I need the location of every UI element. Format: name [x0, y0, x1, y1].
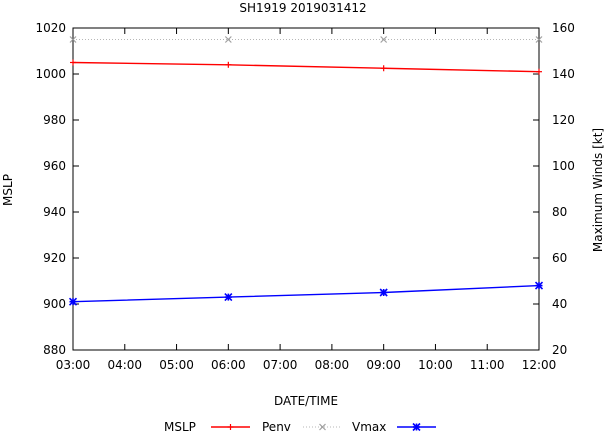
series-line — [72, 61, 540, 73]
chart-title: SH1919 2019031412 — [239, 1, 366, 15]
data-point — [69, 36, 77, 43]
legend-entry: Vmax — [303, 420, 386, 432]
series-layer — [68, 36, 544, 306]
y-tick-label: 960 — [43, 159, 66, 173]
x-tick-label: 06:00 — [211, 358, 246, 372]
x-axis-ticks: 03:00 04:00 05:00 06:00 07:00 08:00 09:00 10:00… — [56, 28, 557, 372]
legend: MSLP Penv Vmax — [164, 420, 436, 432]
data-point — [224, 36, 232, 43]
x-tick-label: 10:00 — [418, 358, 453, 372]
y2-tick-label: 140 — [552, 67, 575, 81]
y2-tick-label: 60 — [552, 251, 567, 265]
data-point — [224, 293, 233, 302]
series-1 — [69, 36, 543, 43]
data-point — [68, 297, 78, 306]
y-tick-label: 940 — [43, 205, 66, 219]
y2-tick-label: 40 — [552, 297, 567, 311]
legend-title: MSLP — [164, 420, 196, 432]
data-point — [534, 281, 544, 290]
data-point — [535, 36, 543, 43]
x-tick-label: 12:00 — [522, 358, 557, 372]
data-point — [227, 424, 234, 430]
plot-area — [72, 27, 540, 351]
y2-tick-label: 160 — [552, 21, 575, 35]
y-tick-label: 1020 — [35, 21, 66, 35]
y2-axis-ticks: 20 40 60 80 100 120 140 160 — [533, 21, 575, 357]
y-axis-label: MSLP — [1, 174, 15, 206]
y-tick-label: 880 — [43, 343, 66, 357]
data-point — [412, 422, 421, 432]
y-tick-label: 1000 — [35, 67, 66, 81]
series-0 — [70, 59, 542, 75]
x-tick-label: 11:00 — [470, 358, 505, 372]
y2-tick-label: 80 — [552, 205, 567, 219]
legend-label: Penv — [262, 420, 291, 432]
data-point — [380, 65, 387, 72]
x-tick-label: 07:00 — [263, 358, 298, 372]
y-tick-label: 920 — [43, 251, 66, 265]
legend-label: Vmax — [352, 420, 386, 432]
data-point — [319, 423, 326, 431]
y2-tick-label: 120 — [552, 113, 575, 127]
y2-tick-label: 100 — [552, 159, 575, 173]
x-tick-label: 04:00 — [107, 358, 142, 372]
data-point — [536, 68, 542, 75]
x-tick-label: 08:00 — [315, 358, 350, 372]
y2-axis-label: Maximum Winds [kt] — [591, 128, 605, 252]
data-point — [225, 61, 232, 68]
x-axis-label: DATE/TIME — [274, 394, 338, 408]
y-axis-ticks: 880 900 920 940 960 980 1000 1020 — [35, 21, 79, 357]
x-tick-label: 09:00 — [366, 358, 401, 372]
legend-entry: Penv — [211, 420, 291, 432]
data-point — [379, 288, 388, 297]
series-line — [72, 284, 540, 303]
data-point — [380, 36, 388, 43]
x-tick-label: 05:00 — [159, 358, 194, 372]
x-tick-label: 03:00 — [56, 358, 91, 372]
plot-frame — [72, 27, 540, 351]
y-tick-label: 900 — [43, 297, 66, 311]
y-tick-label: 980 — [43, 113, 66, 127]
data-point — [70, 59, 76, 66]
y2-tick-label: 20 — [552, 343, 567, 357]
legend-entry — [397, 422, 436, 432]
series-2 — [68, 281, 544, 306]
